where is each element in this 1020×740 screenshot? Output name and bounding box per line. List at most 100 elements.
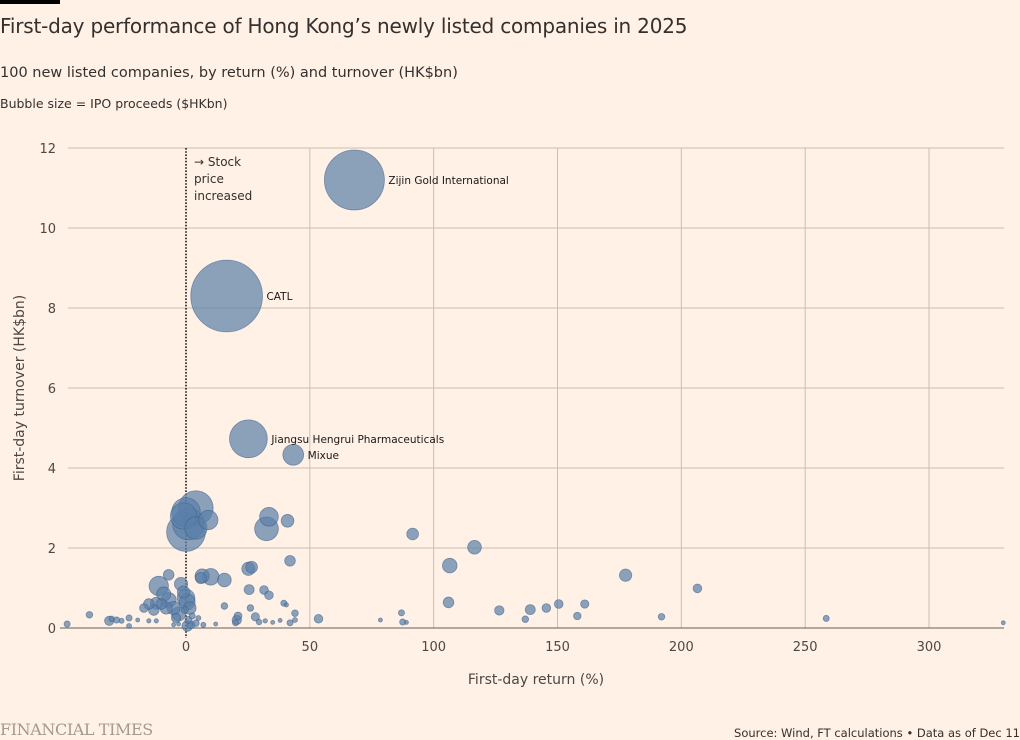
y-axis-ticks: 0 2 4 6 8 10 12 <box>39 142 56 637</box>
x-tick-label: 0 <box>182 640 190 655</box>
bubble[interactable] <box>135 617 141 623</box>
bubble[interactable] <box>198 509 219 531</box>
x-tick-label: 250 <box>793 640 818 655</box>
bubble[interactable] <box>245 560 258 574</box>
bubble[interactable] <box>286 619 294 627</box>
bubble[interactable] <box>250 612 260 622</box>
chart-title: First-day performance of Hong Kong’s new… <box>0 14 688 38</box>
bubble[interactable] <box>494 605 505 616</box>
bubble[interactable] <box>270 620 276 625</box>
bubble[interactable] <box>246 604 255 612</box>
bubble-labels: Zijin Gold International CATL Jiangsu Heng… <box>266 175 508 462</box>
bubbles <box>63 149 1006 632</box>
bubble[interactable] <box>580 599 590 609</box>
bubble[interactable] <box>213 621 219 627</box>
bubble[interactable] <box>188 612 196 620</box>
bubble[interactable] <box>233 611 243 621</box>
bubble[interactable] <box>85 611 94 619</box>
bubble[interactable] <box>292 617 298 623</box>
bubble[interactable] <box>657 613 666 621</box>
bubble[interactable] <box>118 617 125 624</box>
bubble[interactable] <box>162 569 175 581</box>
chart-subtitle: 100 new listed companies, by return (%) … <box>0 65 458 81</box>
x-axis-ticks: 0 50 100 150 200 250 300 <box>182 640 942 655</box>
bubble[interactable] <box>291 609 299 617</box>
bubble[interactable] <box>521 615 530 623</box>
bubble[interactable] <box>284 555 296 567</box>
bubble[interactable] <box>153 618 159 624</box>
bubble-label: Jiangsu Hengrui Pharmaceuticals <box>270 434 444 446</box>
bubble[interactable] <box>442 596 455 609</box>
y-tick-label: 12 <box>39 142 56 157</box>
bubble[interactable] <box>171 612 182 624</box>
stock-price-increased-annotation: → Stock price increased <box>194 155 252 203</box>
y-axis-label: First-day turnover (HK$bn) <box>12 295 28 481</box>
bubble[interactable] <box>313 614 324 624</box>
x-tick-label: 300 <box>917 640 942 655</box>
bubble[interactable] <box>264 590 274 600</box>
bubble[interactable] <box>692 583 703 594</box>
bubble[interactable] <box>155 598 167 610</box>
bubble[interactable] <box>619 568 633 582</box>
bubble[interactable] <box>398 609 405 617</box>
bubble[interactable] <box>262 618 268 624</box>
bubble[interactable] <box>283 602 289 608</box>
bubble[interactable] <box>554 599 564 609</box>
bubble[interactable] <box>126 623 132 629</box>
x-tick-label: 150 <box>545 640 570 655</box>
annotation-line: → Stock <box>194 155 241 169</box>
bubble[interactable] <box>125 614 133 622</box>
y-tick-label: 8 <box>48 302 56 317</box>
bubble[interactable] <box>176 585 191 599</box>
x-tick-label: 100 <box>421 640 446 655</box>
bubble[interactable] <box>467 539 482 555</box>
bubble[interactable] <box>406 527 419 541</box>
source-note: Source: Wind, FT calculations • Data as … <box>734 726 1020 740</box>
y-tick-label: 10 <box>39 222 56 237</box>
bubble-label: Mixue <box>308 450 339 462</box>
y-tick-label: 4 <box>48 462 56 477</box>
bubble[interactable] <box>243 584 255 596</box>
bubble[interactable] <box>541 603 552 613</box>
x-tick-label: 200 <box>669 640 694 655</box>
bubble[interactable] <box>217 572 232 588</box>
bubble[interactable] <box>404 620 409 625</box>
bubble[interactable] <box>232 619 240 627</box>
bubble[interactable] <box>324 149 385 211</box>
bubble[interactable] <box>573 611 582 621</box>
bubble[interactable] <box>378 617 383 623</box>
bubble[interactable] <box>63 620 71 628</box>
bubble[interactable] <box>229 419 268 459</box>
ft-logo: FINANCIAL TIMES <box>0 720 153 739</box>
bubble[interactable] <box>280 514 295 528</box>
bubble[interactable] <box>190 259 263 333</box>
ft-top-bar <box>0 0 60 4</box>
bubble[interactable] <box>1000 620 1006 626</box>
bubble[interactable] <box>180 606 189 614</box>
bubble[interactable] <box>442 557 458 574</box>
bubble[interactable] <box>192 619 200 627</box>
annotation-line: increased <box>194 189 252 203</box>
bubble[interactable] <box>259 507 279 527</box>
bubble[interactable] <box>277 618 283 623</box>
bubble[interactable] <box>194 572 207 585</box>
bubble[interactable] <box>200 621 207 628</box>
y-tick-label: 6 <box>48 382 56 397</box>
y-tick-label: 2 <box>48 542 56 557</box>
bubble[interactable] <box>146 618 152 624</box>
bubble[interactable] <box>171 622 177 628</box>
bubble[interactable] <box>108 615 115 622</box>
bubble[interactable] <box>255 618 263 626</box>
bubble[interactable] <box>822 614 830 622</box>
bubble[interactable] <box>524 604 536 616</box>
bubble[interactable] <box>195 615 202 621</box>
bubble-label: Zijin Gold International <box>388 175 508 187</box>
bubble[interactable] <box>139 603 149 613</box>
bubble-size-note: Bubble size = IPO proceeds ($HKbn) <box>0 96 228 111</box>
y-tick-label: 0 <box>48 622 56 637</box>
annotation-line: price <box>194 172 224 186</box>
bubble[interactable] <box>176 621 181 627</box>
bubble[interactable] <box>220 602 229 610</box>
bubble[interactable] <box>282 443 305 466</box>
